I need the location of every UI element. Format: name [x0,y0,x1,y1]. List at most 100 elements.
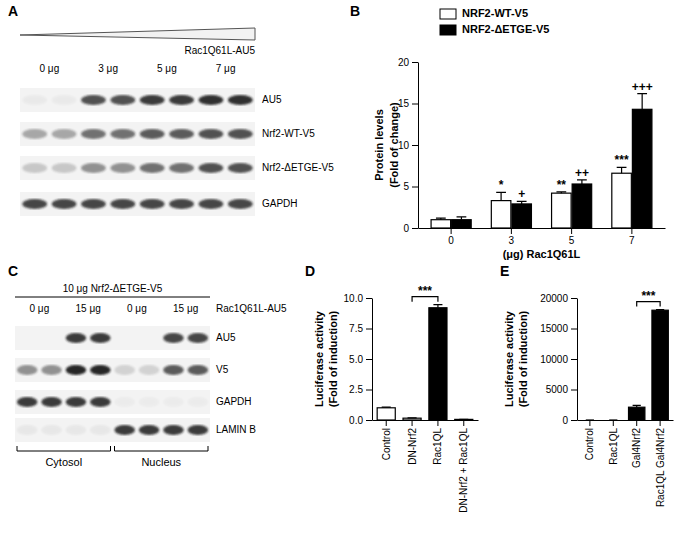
legend-swatch [440,25,456,35]
panel-label: D [305,263,315,279]
x-tick-label: Rac1QL [432,428,443,465]
bar [605,419,621,420]
bar [612,173,632,228]
band [52,129,77,139]
y-tick-label: 0 [562,415,568,426]
error-bar [609,419,617,420]
fraction-label: Nucleus [141,456,181,468]
x-tick-mark [660,420,661,426]
row-label: Nrf2-WT-V5 [262,128,315,139]
x-axis-line [578,420,674,421]
row-label: V5 [216,364,229,375]
blot-panel: ARac1Q61L-AU50 μg3 μg5 μg7 μgAU5Nrf2-WT-… [8,3,334,216]
x-tick-label: DN-Nrf2 [407,428,418,465]
y-tick-label: 5000 [546,384,569,395]
y-tick: 5 [403,181,418,192]
band [66,425,86,435]
chart-e: E05000100001500020000ControlRac1QLGal4Nr… [500,263,674,507]
error-bar [496,192,506,200]
row-label: LAMIN B [216,424,256,435]
x-tick: Gal4Nrf2 [631,420,642,468]
plot-area [586,310,669,420]
band [139,365,159,375]
bar [512,204,532,228]
y-tick-mark [366,329,372,330]
y-tick-label: 10000 [540,354,568,365]
y-tick-mark [571,329,577,330]
lane-label: 15 μg [76,303,101,314]
bar [582,419,598,420]
plot-area [431,94,652,228]
x-tick: Control [381,420,392,460]
error-bar [556,192,566,193]
y-tick: 10.0 [344,293,372,304]
bar [491,201,511,228]
y-axis-title: (Fold of induction) [517,310,529,407]
band [228,199,253,209]
band [66,397,86,407]
band [140,199,165,209]
panel-label: E [500,263,509,279]
error-bar [382,407,391,409]
x-axis-line [419,228,666,229]
bar [377,408,395,420]
y-axis-title: Luciferase activity [313,310,325,407]
lane-label: 5 μg [157,63,177,74]
error-bar [459,419,468,420]
x-tick-mark [386,420,387,426]
band [52,95,77,105]
bar [403,418,421,420]
band [66,365,86,375]
y-tick-mark [412,145,418,146]
blot-strip [15,390,210,414]
band [110,163,135,173]
band [140,129,165,139]
band [22,199,47,209]
treatment-label: Rac1Q61L-AU5 [216,303,287,314]
band [41,365,61,375]
y-tick-label: 0 [403,223,409,234]
y-tick: 7.5 [349,323,372,334]
y-tick-mark [366,390,372,391]
band [188,425,208,435]
x-tick-label: Rac1QL [608,428,619,465]
x-axis: ControlDN-Nrf2Rac1QLDN-Nrf2 + Rac1QL [373,420,479,513]
y-tick: 2.5 [349,384,372,395]
y-axis: 05101520 [398,57,419,234]
x-tick-label: 5 [569,235,575,246]
y-tick: 20 [398,57,418,68]
y-tick-mark [571,420,577,421]
y-tick-label: 15000 [540,323,568,334]
x-tick-mark [412,420,413,426]
band [199,199,224,209]
row-label: AU5 [216,332,236,343]
x-tick-mark [613,420,614,426]
fraction-bracket [115,446,209,451]
bar [455,419,473,420]
blot-strip [15,358,210,382]
lane-label: 0 μg [127,303,147,314]
y-tick-label: 5 [403,181,409,192]
y-tick-label: 7.5 [349,323,363,334]
band [110,95,135,105]
row-label: AU5 [262,94,282,105]
bar [652,310,668,420]
x-tick: 5 [569,228,575,246]
x-tick-label: Control [381,428,392,460]
band [114,365,134,375]
y-tick: 10000 [540,354,577,365]
band [114,397,134,407]
band [17,397,37,407]
bar [572,184,592,228]
y-axis-title: (Fold of induction) [327,310,339,407]
panel-label: B [350,3,360,19]
fraction-bracket [17,446,111,451]
bar [452,220,472,228]
band [90,333,110,343]
band [90,397,110,407]
blot-strip [15,418,210,442]
lane-label: 7 μg [216,63,236,74]
band [140,95,165,105]
chart-d: D0.02.55.07.510.0ControlDN-Nrf2Rac1QLDN-… [305,263,479,513]
x-tick: Rac1QL [608,420,619,465]
